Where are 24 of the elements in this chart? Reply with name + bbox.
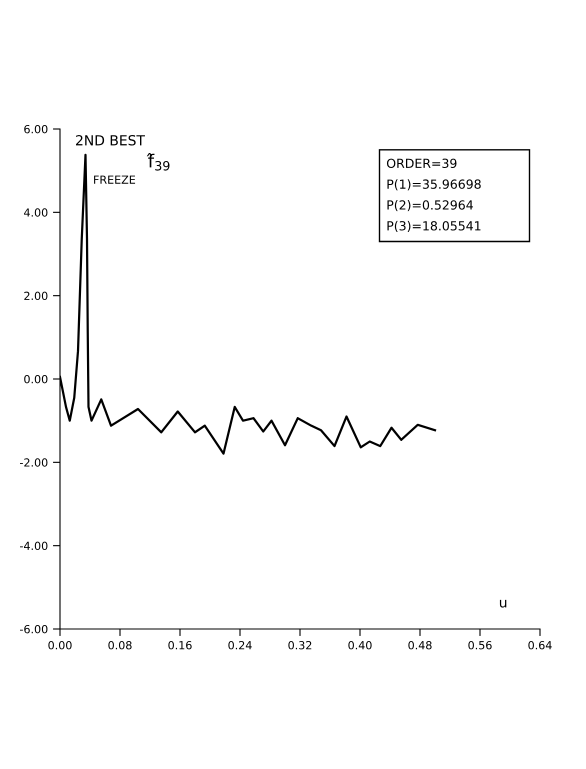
annotation: FREEZE [94, 176, 136, 184]
y-tick-label: -6.00 [20, 624, 48, 634]
chart-title: 2ND BEST [76, 135, 145, 146]
x-tick-label: 0.00 [48, 641, 72, 650]
x-tick-label: 0.48 [408, 641, 432, 650]
annotation: P(3)=18.05541 [387, 220, 480, 232]
annotation: P(2)=0.52964 [387, 200, 473, 212]
y-tick-label: 2.00 [24, 292, 48, 300]
y-tick-label: 0.00 [24, 374, 48, 384]
x-tick-label: 0.16 [168, 641, 192, 650]
x-tick-label: 0.24 [228, 641, 252, 650]
annotation: P(1)=35.96698 [387, 179, 481, 190]
y-tick-label: 6.00 [24, 124, 48, 134]
y-tick-label: -4.00 [20, 542, 48, 550]
x-tick-label: 0.08 [108, 641, 132, 650]
y-tick-label: 4.00 [24, 208, 48, 217]
x-tick-label: 0.56 [468, 641, 492, 650]
y-tick-label: -2.00 [20, 458, 48, 467]
x-axis-title: u [500, 600, 506, 608]
x-tick-label: 0.64 [528, 641, 552, 650]
annotation: ORDER=39 [386, 158, 456, 168]
x-tick-label: 0.40 [348, 641, 372, 650]
x-tick-label: 0.32 [288, 641, 312, 650]
text: f̂$_{39}$ [146, 152, 170, 171]
